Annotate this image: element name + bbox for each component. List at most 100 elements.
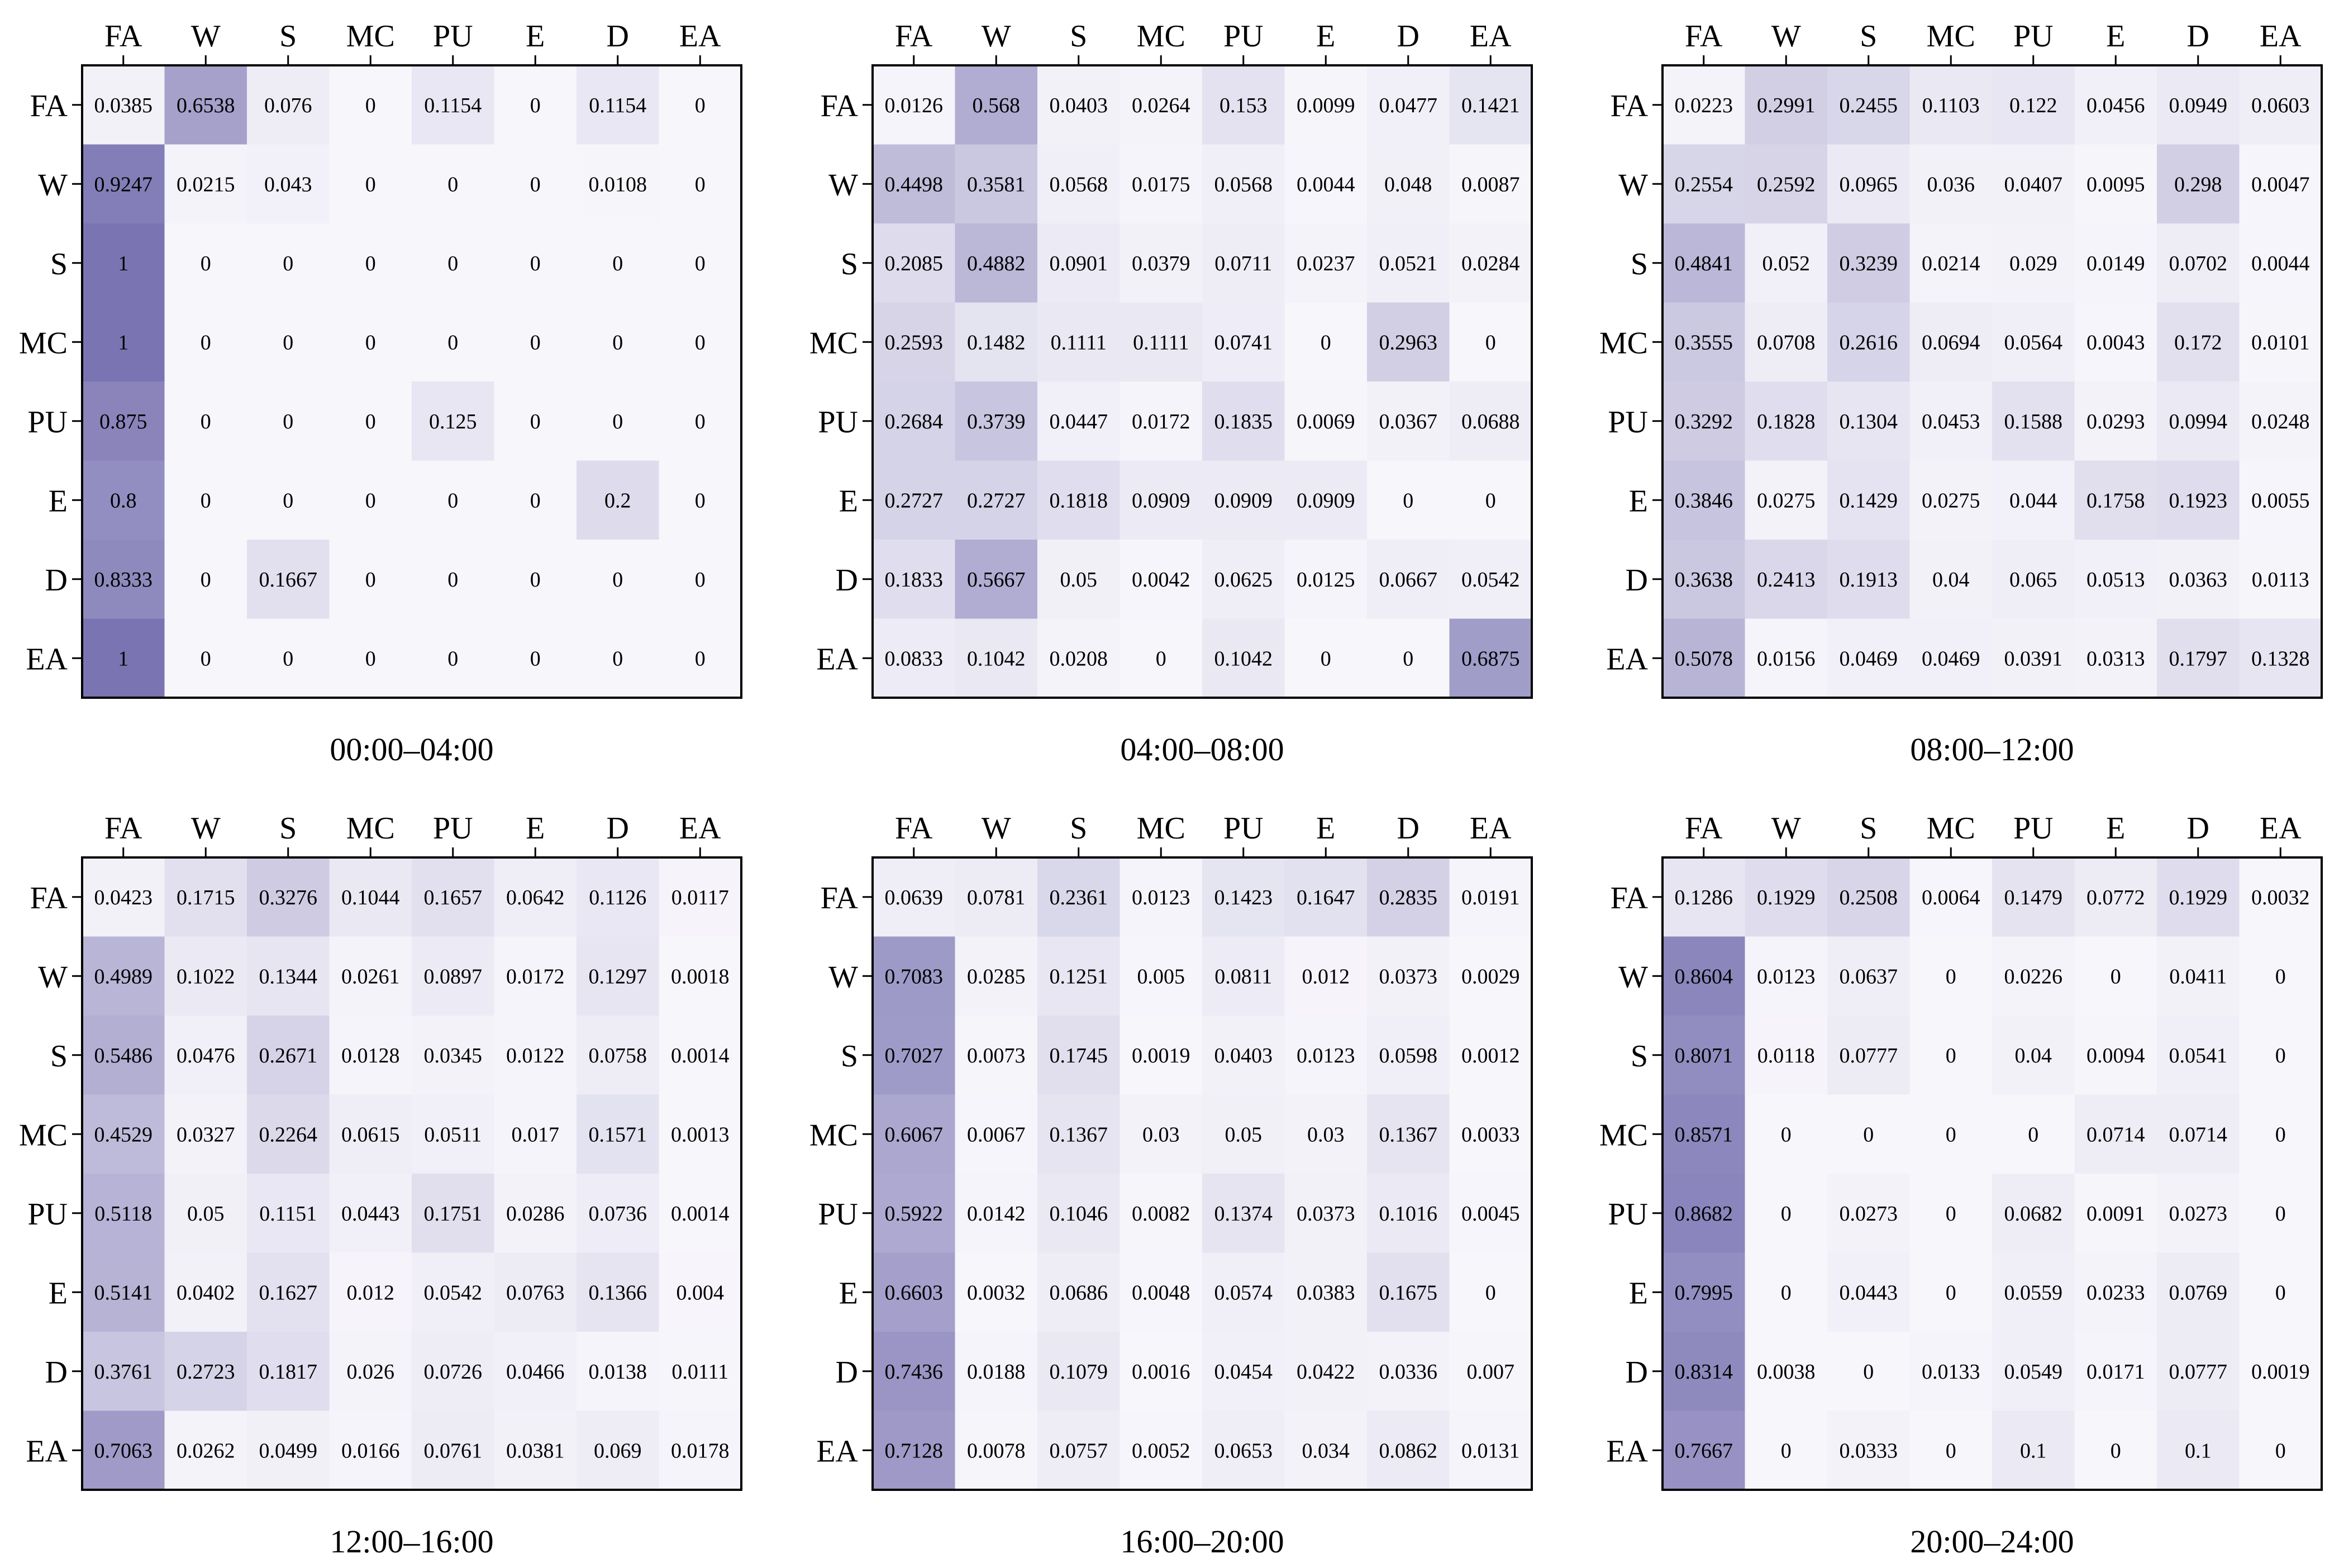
y-tick-label: FA [30, 89, 68, 123]
cell-value-label: 0.7083 [885, 965, 944, 988]
x-tick-label: MC [346, 811, 395, 846]
heatmap-cell [247, 1252, 330, 1332]
heatmap-cell [1745, 936, 1828, 1016]
heatmap-cell [873, 1332, 956, 1412]
heatmap-cell [659, 1016, 742, 1095]
heatmap-cell [329, 1016, 412, 1095]
heatmap-cell [873, 223, 956, 303]
cell-value-label: 0.875 [99, 410, 147, 433]
cell-value-label: 0.0069 [1297, 410, 1355, 433]
cell-value-label: 0.0336 [1379, 1360, 1438, 1384]
cell-value-label: 0.2671 [259, 1044, 318, 1067]
cell-value-label: 0 [1863, 1123, 1874, 1146]
heatmap-cell [247, 618, 330, 698]
heatmap-cell [659, 857, 742, 937]
x-tick-label: MC [1137, 811, 1185, 846]
cell-value-label: 0 [695, 410, 706, 433]
heatmap-cell [412, 65, 495, 145]
cell-value-label: 0.0909 [1214, 489, 1273, 512]
heatmap-cell [164, 936, 247, 1016]
cell-value-label: 0 [1403, 647, 1413, 670]
heatmap-cell [577, 302, 660, 382]
cell-value-label: 0.0327 [177, 1123, 235, 1146]
cell-value-label: 0.6875 [1461, 647, 1520, 670]
heatmap-cell [164, 302, 247, 382]
cell-value-label: 0.0214 [1922, 252, 1980, 275]
cell-value-label: 0.2508 [1840, 886, 1898, 909]
cell-value-label: 0 [1485, 1281, 1496, 1304]
cell-value-label: 0 [283, 252, 293, 275]
heatmap-cell [2074, 460, 2157, 540]
heatmap-cell [1662, 382, 1746, 461]
cell-value-label: 0.0777 [2169, 1360, 2228, 1384]
heatmap-cell [1120, 618, 1203, 698]
cell-value-label: 0.0172 [1132, 410, 1190, 433]
y-tick-label: D [836, 563, 858, 598]
cell-value-label: 0.0178 [671, 1439, 730, 1462]
heatmap-cell [2074, 65, 2157, 145]
heatmap-cell [247, 460, 330, 540]
heatmap-cell [873, 302, 956, 382]
cell-value-label: 0.0385 [94, 94, 153, 117]
cell-value-label: 0.2264 [259, 1123, 318, 1146]
cell-value-label: 0.1044 [341, 886, 400, 909]
cell-value-label: 0.0131 [1461, 1439, 1520, 1462]
cell-value-label: 0 [612, 331, 623, 354]
heatmap-cell [1449, 936, 1532, 1016]
heatmap-cell [82, 382, 165, 461]
cell-value-label: 0 [695, 173, 706, 196]
heatmap-cell [1827, 223, 1911, 303]
cell-value-label: 0.0261 [341, 965, 400, 988]
x-tick-label: E [2106, 811, 2125, 846]
heatmap-cell [955, 1016, 1038, 1095]
cell-value-label: 0.0171 [2086, 1360, 2145, 1384]
cell-value-label: 0.4989 [94, 965, 153, 988]
cell-value-label: 0.0763 [506, 1281, 565, 1304]
cell-value-label: 0.1675 [1379, 1281, 1438, 1304]
y-tick-label: W [38, 960, 68, 994]
cell-value-label: 0.0625 [1214, 568, 1273, 592]
cell-value-label: 0.1046 [1050, 1202, 1108, 1226]
cell-value-label: 0 [1485, 331, 1496, 354]
cell-value-label: 0.0542 [424, 1281, 483, 1304]
cell-value-label: 0.7667 [1675, 1439, 1733, 1462]
heatmap-cell [1037, 618, 1121, 698]
heatmap-cell [2157, 1332, 2240, 1412]
heatmap-cell [1120, 144, 1203, 224]
cell-value-label: 0.0044 [1297, 173, 1355, 196]
heatmap-cell [955, 1410, 1038, 1490]
heatmap-cell [412, 223, 495, 303]
heatmap-cell [247, 1410, 330, 1490]
heatmap-cell [1284, 540, 1368, 619]
heatmap-cell [1449, 65, 1532, 145]
heatmap-cell [164, 382, 247, 461]
y-tick-label: W [828, 960, 858, 994]
heatmap-cell [873, 65, 956, 145]
heatmap-cell [2074, 1332, 2157, 1412]
heatmap-cell [1202, 1174, 1285, 1254]
cell-value-label: 0 [201, 489, 211, 512]
heatmap-cell [1202, 540, 1285, 619]
cell-value-label: 0.012 [347, 1281, 395, 1304]
cell-value-label: 0.0048 [1132, 1281, 1190, 1304]
heatmap-cell [1120, 1252, 1203, 1332]
heatmap-cell [82, 1252, 165, 1332]
cell-value-label: 0.1818 [1050, 489, 1108, 512]
heatmap-cell [659, 540, 742, 619]
y-tick-label: FA [821, 89, 859, 123]
cell-value-label: 0.1251 [1050, 965, 1108, 988]
heatmap-cell [1909, 460, 1993, 540]
cell-value-label: 0 [1781, 1281, 1792, 1304]
cell-value-label: 0.0443 [341, 1202, 400, 1226]
heatmap-cell [1662, 460, 1746, 540]
heatmap-cell [2239, 223, 2322, 303]
cell-value-label: 0.0055 [2251, 489, 2310, 512]
heatmap-cell [2239, 1174, 2322, 1254]
x-tick-label: MC [1927, 19, 1975, 54]
heatmap-cell [82, 1016, 165, 1095]
heatmap-cell [955, 1252, 1038, 1332]
x-tick-label: MC [1137, 19, 1185, 54]
cell-value-label: 0.0345 [424, 1044, 483, 1067]
heatmap-cell [1284, 460, 1368, 540]
y-tick-label: PU [1608, 1197, 1648, 1232]
